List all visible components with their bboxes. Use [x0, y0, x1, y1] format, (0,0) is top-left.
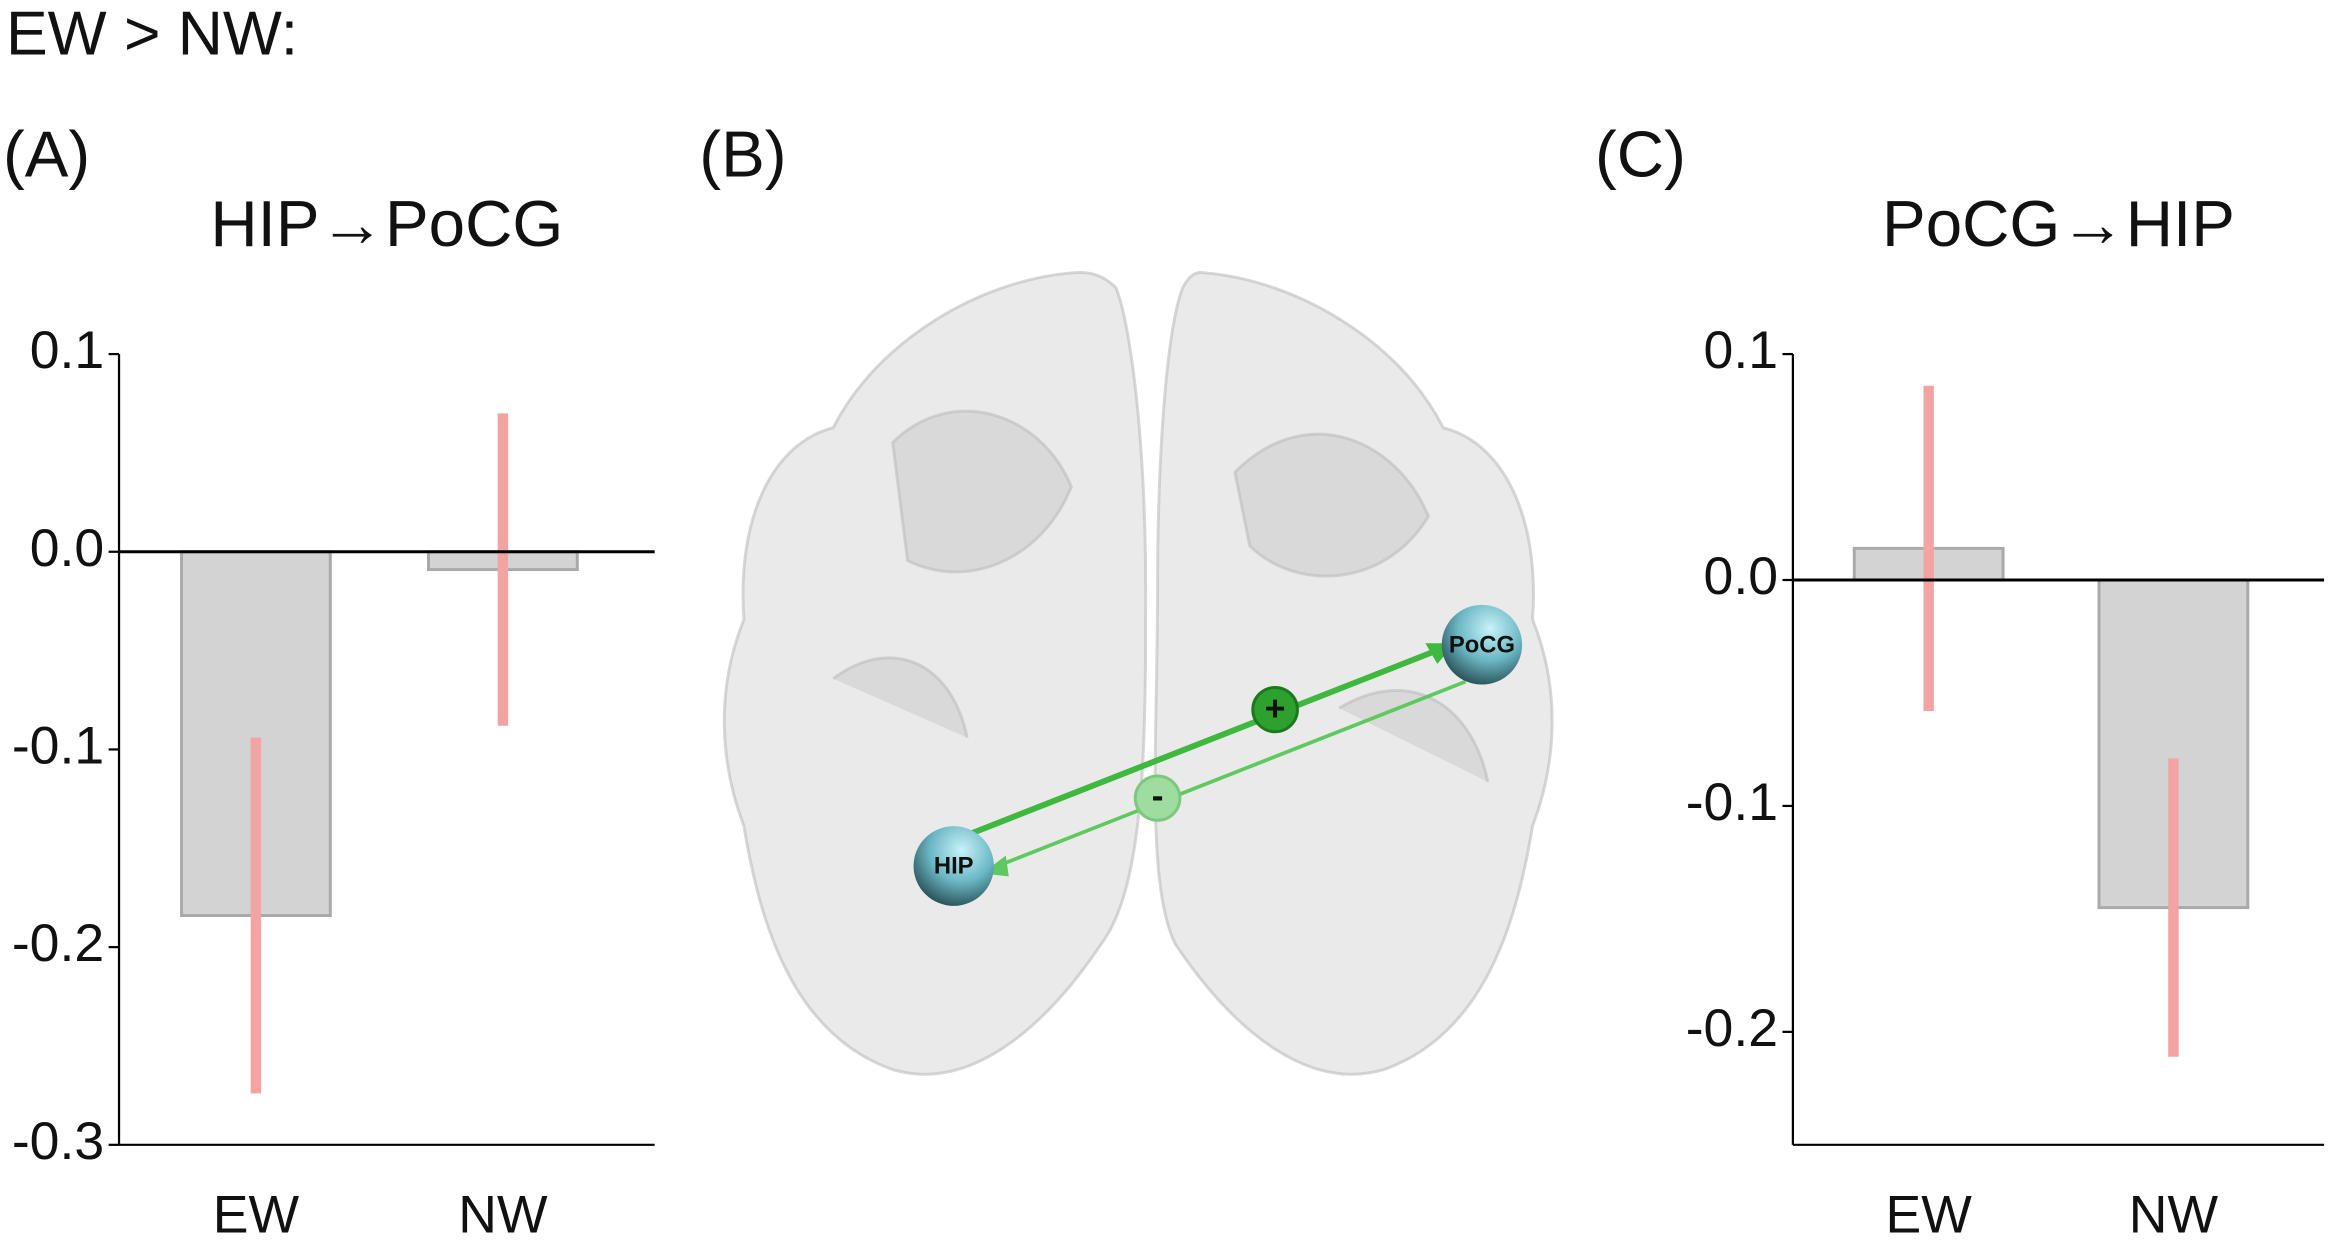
panel-label: (C) [1595, 118, 1686, 191]
y-tick-label: -0.3 [12, 1112, 104, 1171]
figure-title: EW > NW: [6, 0, 298, 69]
y-tick-label: -0.1 [12, 717, 104, 776]
node [1441, 604, 1523, 685]
edge-sign-badge [1251, 686, 1299, 734]
y-tick-label: 0.1 [30, 321, 104, 380]
chart-title: PoCG→HIP [1882, 187, 2235, 260]
edge-sign-badge [1133, 774, 1182, 822]
y-tick-label: -0.2 [12, 914, 104, 973]
bar [2097, 578, 2250, 910]
edge-sign: + [1265, 689, 1286, 729]
y-tick-label: -0.2 [1686, 999, 1778, 1058]
brain-folds [832, 409, 1490, 783]
edge-arrow [958, 646, 1442, 841]
y-tick-label: 0.1 [1704, 321, 1778, 380]
panel-label: (A) [3, 118, 90, 191]
y-tick-label: 0.0 [1704, 547, 1778, 606]
brain-panel: (B) + - HIP PoCG [699, 118, 1554, 1076]
y-tick-label: -0.1 [1686, 773, 1778, 832]
node-label: HIP [934, 854, 974, 880]
brain [722, 271, 1554, 1076]
x-tick-label: NW [458, 1186, 548, 1245]
node [913, 826, 994, 906]
left-hemisphere [722, 271, 1148, 1076]
x-tick-label: EW [1886, 1186, 1973, 1245]
x-tick-label: NW [2129, 1186, 2219, 1245]
edge-arrow [993, 679, 1467, 870]
node-label: PoCG [1449, 633, 1515, 659]
x-tick-label: EW [213, 1186, 300, 1245]
panel-label: (B) [699, 118, 786, 191]
edge-sign: - [1152, 776, 1164, 816]
y-tick-label: 0.0 [30, 519, 104, 578]
chart-title: HIP→PoCG [210, 187, 563, 260]
